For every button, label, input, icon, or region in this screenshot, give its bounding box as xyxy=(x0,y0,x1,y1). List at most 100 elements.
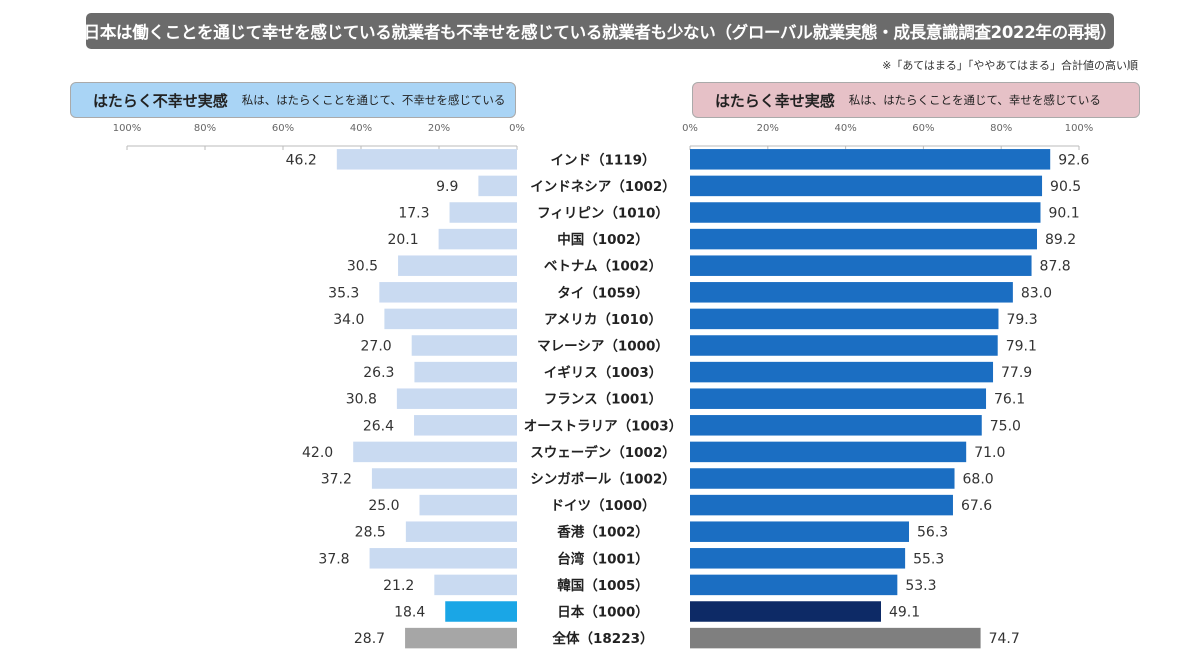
right-bar xyxy=(690,255,1032,276)
sort-note: ※「あてはまる」「ややあてはまる」合計値の高い順 xyxy=(882,59,1138,72)
left-bar-value: 26.3 xyxy=(363,365,394,381)
right-bar-value: 77.9 xyxy=(1001,365,1032,381)
right-bar xyxy=(690,601,881,622)
category-label: オーストラリア（1003） xyxy=(524,418,682,434)
left-bar-value: 28.5 xyxy=(355,525,386,541)
right-bar xyxy=(690,574,898,596)
right-bar xyxy=(690,521,910,542)
left-bar xyxy=(414,415,517,436)
left-axis-tick-label: 0% xyxy=(509,123,525,134)
left-panel-header: はたらく不幸せ実感 私は、はたらくことを通じて、不幸せを感じている xyxy=(70,82,516,118)
right-bar-value: 89.2 xyxy=(1045,232,1076,248)
right-bar xyxy=(690,494,953,516)
right-panel-header: はたらく幸せ実感 私は、はたらくことを通じて、幸せを感じている xyxy=(692,82,1140,118)
right-bar-value: 90.5 xyxy=(1050,179,1081,195)
right-axis-tick-label: 100% xyxy=(1065,123,1094,134)
left-bar xyxy=(434,574,517,596)
right-panel-subtitle: 私は、はたらくことを通じて、幸せを感じている xyxy=(848,93,1101,107)
category-label: タイ（1059） xyxy=(557,285,649,301)
category-label: スウェーデン（1002） xyxy=(530,444,676,461)
chart-title: 日本は働くことを通じて幸せを感じている就業者も不幸せを感じている就業者も少ない（… xyxy=(84,13,1117,49)
left-bar-value: 46.2 xyxy=(286,152,317,168)
right-bar xyxy=(690,282,1013,303)
right-bar xyxy=(690,228,1037,250)
right-bar-value: 79.3 xyxy=(1006,312,1037,328)
category-label: 香港（1002） xyxy=(556,524,649,541)
right-bar-value: 76.1 xyxy=(994,392,1025,408)
left-bar xyxy=(405,627,517,649)
left-axis-tick-label: 60% xyxy=(272,123,294,134)
left-bar-value: 26.4 xyxy=(363,418,394,434)
left-axis-tick-label: 80% xyxy=(194,123,216,134)
right-bar xyxy=(690,202,1041,223)
left-bar xyxy=(353,441,517,463)
right-bar-value: 67.6 xyxy=(961,498,992,514)
right-axis-tick-label: 0% xyxy=(682,123,698,134)
right-bar-value: 55.3 xyxy=(913,551,944,567)
left-bar-value: 37.2 xyxy=(321,472,352,488)
left-bar xyxy=(369,548,517,569)
category-label: アメリカ（1010） xyxy=(544,312,662,328)
category-label: ベトナム（1002） xyxy=(544,259,662,275)
right-bar xyxy=(690,335,998,356)
left-bar xyxy=(478,175,517,197)
left-panel-subtitle: 私は、はたらくことを通じて、不幸せを感じている xyxy=(241,93,506,107)
right-axis-tick-label: 60% xyxy=(912,123,934,134)
right-bar xyxy=(690,468,955,489)
left-bar xyxy=(419,494,517,516)
left-bar xyxy=(396,388,517,409)
left-axis-tick-label: 20% xyxy=(428,123,450,134)
right-bar xyxy=(690,548,906,569)
category-label: 全体（18223） xyxy=(552,630,654,647)
left-axis-tick-label: 40% xyxy=(350,123,372,134)
left-bar xyxy=(445,601,517,622)
left-bar-value: 42.0 xyxy=(302,445,333,461)
right-axis-tick-label: 20% xyxy=(757,123,779,134)
right-bar-value: 92.6 xyxy=(1058,152,1089,168)
right-axis-tick-label: 40% xyxy=(834,123,856,134)
right-bar xyxy=(690,441,967,463)
left-bar-value: 28.7 xyxy=(354,631,385,647)
right-bar xyxy=(690,415,982,436)
right-bar-value: 53.3 xyxy=(905,578,936,594)
left-bar xyxy=(438,228,517,250)
category-label: 韓国（1005） xyxy=(557,577,649,594)
left-bar-value: 34.0 xyxy=(333,312,364,328)
left-bar xyxy=(398,255,517,276)
category-label: ドイツ（1000） xyxy=(550,498,655,514)
left-bar xyxy=(414,361,517,383)
right-bar-value: 68.0 xyxy=(963,472,994,488)
left-bar xyxy=(449,202,517,223)
right-bar-value: 56.3 xyxy=(917,525,948,541)
left-bar xyxy=(371,468,517,489)
right-bar xyxy=(690,361,994,383)
left-bar-value: 20.1 xyxy=(387,232,418,248)
category-label: インドネシア（1002） xyxy=(530,179,676,195)
right-bar-value: 83.0 xyxy=(1021,285,1052,301)
right-bar xyxy=(690,175,1043,197)
left-bar-value: 30.5 xyxy=(347,259,378,275)
category-label: マレーシア（1000） xyxy=(537,339,669,355)
left-bar-value: 30.8 xyxy=(346,392,377,408)
right-bar xyxy=(690,308,999,330)
right-bar-value: 79.1 xyxy=(1006,339,1037,355)
left-bar xyxy=(405,521,517,542)
left-bar-value: 35.3 xyxy=(328,285,359,301)
left-bar xyxy=(336,149,517,170)
category-label: シンガポール（1002） xyxy=(530,471,676,488)
right-bar-value: 71.0 xyxy=(974,445,1005,461)
left-bar-value: 27.0 xyxy=(361,339,392,355)
category-label: フランス（1001） xyxy=(544,392,662,408)
left-axis-tick-label: 100% xyxy=(113,123,142,134)
right-panel-title: はたらく幸せ実感 xyxy=(715,91,835,110)
right-bar-value: 74.7 xyxy=(989,631,1020,647)
left-bar-value: 21.2 xyxy=(383,578,414,594)
left-bar-value: 18.4 xyxy=(394,605,425,621)
right-bar-value: 75.0 xyxy=(990,418,1021,434)
right-bar xyxy=(690,627,981,649)
left-bar-value: 37.8 xyxy=(318,551,349,567)
category-label: イギリス（1003） xyxy=(544,365,663,381)
left-bar-value: 25.0 xyxy=(368,498,399,514)
category-label: 中国（1002） xyxy=(557,231,649,248)
